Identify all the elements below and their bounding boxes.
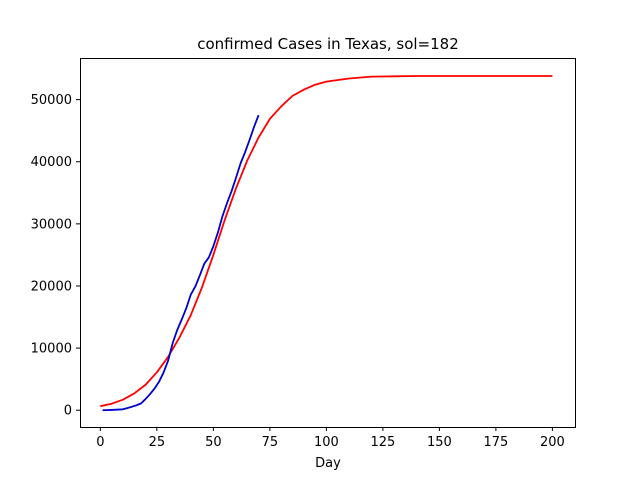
y-tick-label: 40000 xyxy=(31,155,72,170)
y-axis-ticks: 0 10000 20000 30000 40000 50000 xyxy=(31,93,80,419)
chart-title: confirmed Cases in Texas, sol=182 xyxy=(197,35,459,53)
x-tick-label: 75 xyxy=(262,435,279,450)
x-tick-label: 200 xyxy=(540,435,565,450)
x-tick-label: 25 xyxy=(149,435,166,450)
series-line-1 xyxy=(100,75,553,408)
y-tick-label: 10000 xyxy=(31,342,72,357)
x-tick-label: 125 xyxy=(370,435,395,450)
x-tick-label: 50 xyxy=(205,435,222,450)
y-tick-label: 30000 xyxy=(31,217,72,232)
y-tick-label: 50000 xyxy=(31,93,72,108)
x-axis-ticks: 0 25 50 75 100 125 150 175 200 xyxy=(96,427,565,450)
y-tick-label: 0 xyxy=(64,404,72,419)
series-line-2 xyxy=(102,114,260,412)
x-tick-label: 0 xyxy=(96,435,104,450)
x-tick-label: 150 xyxy=(427,435,452,450)
x-tick-label: 100 xyxy=(314,435,339,450)
plot-frame xyxy=(80,58,576,428)
y-tick-label: 20000 xyxy=(31,279,72,294)
x-axis-title: Day xyxy=(315,456,341,471)
plot-lines xyxy=(100,75,553,412)
x-tick-label: 175 xyxy=(483,435,508,450)
